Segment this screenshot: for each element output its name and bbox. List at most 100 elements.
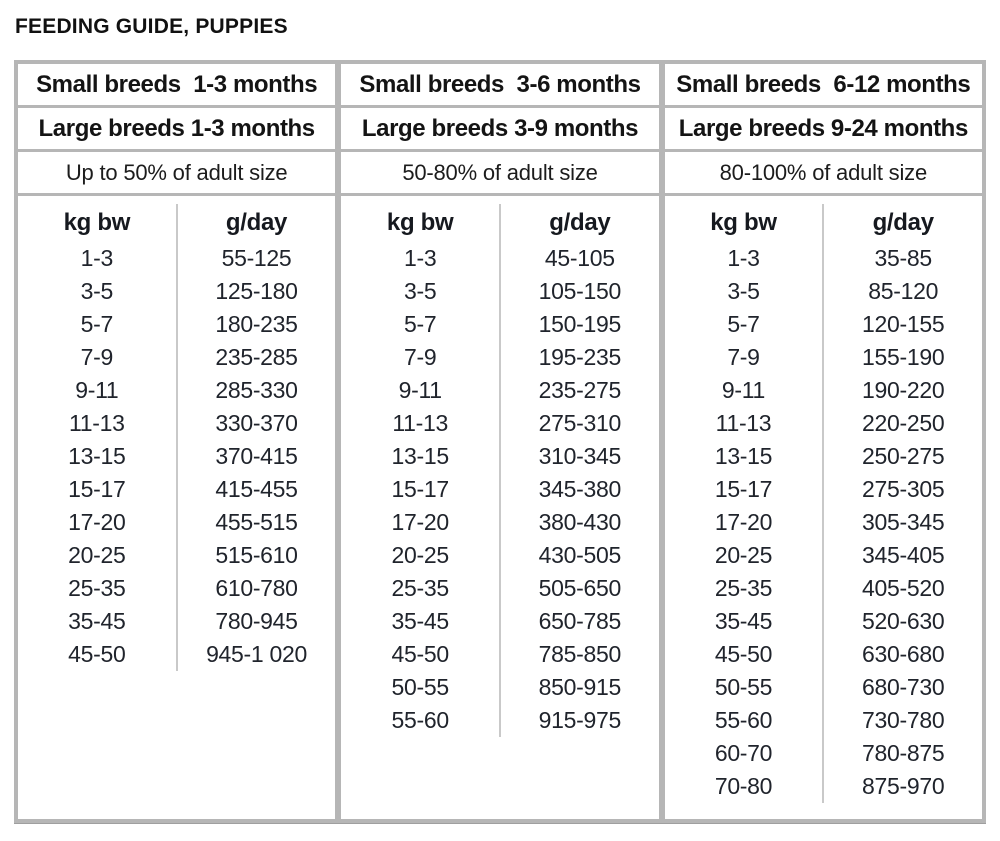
kg-range-value: 55-60 bbox=[391, 707, 450, 733]
kg-range-value: 17-20 bbox=[68, 509, 126, 535]
g-day-value: 345-380 bbox=[538, 476, 622, 502]
kg-range-value: 7-9 bbox=[403, 344, 437, 370]
adult-size-header-cell: 50-80% of adult size bbox=[341, 152, 659, 193]
adult-size-header-cell: Up to 50% of adult size bbox=[18, 152, 336, 193]
g-day-value: 235-285 bbox=[215, 344, 298, 370]
g-day-value: 85-120 bbox=[868, 278, 939, 304]
kg-range-value: 5-7 bbox=[727, 311, 760, 337]
kg-range-value: 50-55 bbox=[714, 674, 773, 700]
kg-range-value: 35-45 bbox=[68, 608, 126, 634]
gday-column: g/day 45-105 105-150 150-195 195-235 235-275… bbox=[501, 204, 659, 737]
kg-range-value: 1-3 bbox=[727, 245, 760, 271]
kg-column: kg bw 1-3 3-5 5-7 7-9 9-11 11-13 13-15 15-17 17-… bbox=[341, 204, 501, 737]
kg-column: kg bw 1-3 3-5 5-7 7-9 9-11 11-13 13-15 15-17 17-… bbox=[665, 204, 825, 803]
gday-column: g/day 55-125 125-180 180-235 235-285 285-330… bbox=[178, 204, 336, 671]
kg-range-value: 1-3 bbox=[80, 245, 114, 271]
data-cell: kg bw 1-3 3-5 5-7 7-9 9-11 11-13 13-15 15-17 17-… bbox=[664, 196, 982, 819]
kg-range-value: 13-15 bbox=[391, 443, 450, 469]
large-breeds-header-cell: Large breeds 9-24 months bbox=[664, 108, 982, 149]
kg-range-value: 60-70 bbox=[714, 740, 773, 766]
kg-range-value: 45-50 bbox=[391, 641, 450, 667]
kg-range-value: 25-35 bbox=[68, 575, 126, 601]
small-breeds-label: Small breeds 6-12 months bbox=[676, 70, 971, 98]
g-day-value: 105-150 bbox=[538, 278, 622, 304]
g-day-value: 730-780 bbox=[862, 707, 945, 733]
column-group-3: Small breeds 6-12 months Large breeds 9-… bbox=[664, 64, 982, 819]
g-day-value: 330-370 bbox=[215, 410, 298, 436]
g-day-value: 430-505 bbox=[538, 542, 622, 568]
large-breeds-label: Large breeds 9-24 months bbox=[678, 114, 969, 142]
gday-column: g/day 35-85 85-120 120-155 155-190 190-220 22… bbox=[824, 204, 982, 803]
g-day-value: 120-155 bbox=[862, 311, 945, 337]
kg-range-value: 15-17 bbox=[68, 476, 126, 502]
adult-size-label: 50-80% of adult size bbox=[402, 159, 598, 185]
kg-range-value: 11-13 bbox=[69, 410, 125, 436]
g-day-value: 505-650 bbox=[538, 575, 622, 601]
kg-range-value: 15-17 bbox=[714, 476, 773, 502]
g-day-value: 55-125 bbox=[221, 245, 292, 271]
g-day-value: 305-345 bbox=[862, 509, 945, 535]
kg-range-value: 13-15 bbox=[714, 443, 773, 469]
kg-range-value: 11-13 bbox=[392, 410, 448, 436]
kg-range-value: 15-17 bbox=[391, 476, 450, 502]
kg-bw-column-header: kg bw bbox=[386, 209, 454, 236]
kg-range-value: 5-7 bbox=[80, 311, 114, 337]
g-day-value: 875-970 bbox=[862, 773, 945, 799]
kg-range-value: 55-60 bbox=[714, 707, 773, 733]
g-day-value: 650-785 bbox=[538, 608, 622, 634]
g-day-value: 785-850 bbox=[538, 641, 622, 667]
g-day-value: 850-915 bbox=[538, 674, 622, 700]
kg-range-value: 35-45 bbox=[391, 608, 450, 634]
kg-range-value: 20-25 bbox=[714, 542, 773, 568]
g-day-value: 155-190 bbox=[862, 344, 945, 370]
g-day-value: 415-455 bbox=[215, 476, 298, 502]
data-columns: kg bw 1-3 3-5 5-7 7-9 9-11 11-13 13-15 15-17 17-… bbox=[18, 204, 335, 671]
kg-range-value: 45-50 bbox=[714, 641, 773, 667]
g-day-value: 275-310 bbox=[538, 410, 622, 436]
g-day-value: 180-235 bbox=[215, 311, 298, 337]
large-breeds-header-cell: Large breeds 1-3 months bbox=[18, 108, 336, 149]
g-day-value: 780-945 bbox=[215, 608, 298, 634]
kg-range-value: 35-45 bbox=[714, 608, 773, 634]
small-breeds-label: Small breeds 3-6 months bbox=[359, 70, 641, 98]
kg-bw-column-header: kg bw bbox=[710, 209, 777, 236]
large-breeds-header-cell: Large breeds 3-9 months bbox=[341, 108, 659, 149]
g-day-value: 520-630 bbox=[862, 608, 945, 634]
g-day-value: 190-220 bbox=[862, 377, 945, 403]
kg-range-value: 9-11 bbox=[398, 377, 442, 403]
large-breeds-label: Large breeds 3-9 months bbox=[361, 114, 639, 142]
large-breeds-label: Large breeds 1-3 months bbox=[38, 114, 316, 142]
adult-size-header-cell: 80-100% of adult size bbox=[664, 152, 982, 193]
g-day-value: 275-305 bbox=[862, 476, 945, 502]
g-day-value: 405-520 bbox=[862, 575, 945, 601]
g-day-value: 45-105 bbox=[544, 245, 615, 271]
data-cell: kg bw 1-3 3-5 5-7 7-9 9-11 11-13 13-15 15-17 17-… bbox=[18, 196, 336, 819]
kg-range-value: 9-11 bbox=[75, 377, 119, 403]
kg-range-value: 13-15 bbox=[68, 443, 126, 469]
g-day-column-header: g/day bbox=[225, 209, 288, 236]
data-columns: kg bw 1-3 3-5 5-7 7-9 9-11 11-13 13-15 15-17 17-… bbox=[665, 204, 982, 803]
small-breeds-label: Small breeds 1-3 months bbox=[36, 70, 318, 98]
kg-range-value: 20-25 bbox=[391, 542, 450, 568]
kg-range-value: 1-3 bbox=[403, 245, 437, 271]
g-day-value: 125-180 bbox=[215, 278, 298, 304]
data-cell: kg bw 1-3 3-5 5-7 7-9 9-11 11-13 13-15 15-17 17-… bbox=[341, 196, 659, 819]
small-breeds-header-cell: Small breeds 6-12 months bbox=[664, 64, 982, 105]
adult-size-label: 80-100% of adult size bbox=[719, 159, 928, 185]
g-day-value: 370-415 bbox=[215, 443, 298, 469]
g-day-column-header: g/day bbox=[549, 209, 611, 236]
kg-range-value: 11-13 bbox=[715, 410, 772, 436]
kg-range-value: 17-20 bbox=[714, 509, 773, 535]
kg-range-value: 20-25 bbox=[68, 542, 126, 568]
g-day-value: 610-780 bbox=[215, 575, 298, 601]
kg-column: kg bw 1-3 3-5 5-7 7-9 9-11 11-13 13-15 15-17 17-… bbox=[18, 204, 178, 671]
page-title: FEEDING GUIDE, PUPPIES bbox=[15, 15, 288, 38]
g-day-value: 235-275 bbox=[538, 377, 622, 403]
kg-range-value: 5-7 bbox=[403, 311, 437, 337]
small-breeds-header-cell: Small breeds 1-3 months bbox=[18, 64, 336, 105]
g-day-value: 35-85 bbox=[874, 245, 933, 271]
g-day-value: 220-250 bbox=[862, 410, 945, 436]
small-breeds-header-cell: Small breeds 3-6 months bbox=[341, 64, 659, 105]
kg-range-value: 3-5 bbox=[403, 278, 437, 304]
